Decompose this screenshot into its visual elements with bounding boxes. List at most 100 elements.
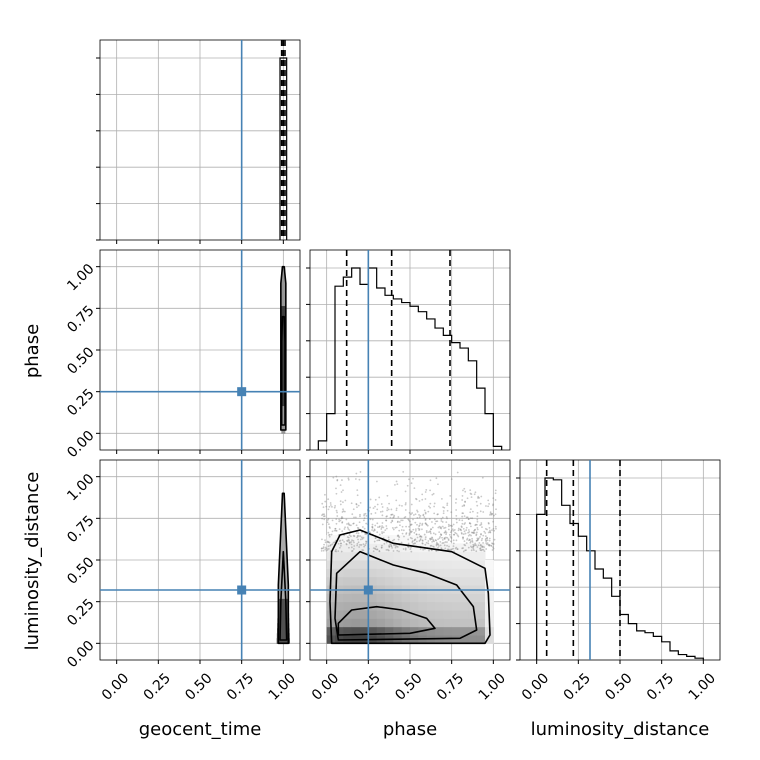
scatter-point (335, 492, 338, 495)
scatter-point (421, 539, 424, 542)
scatter-point (461, 505, 464, 507)
x-tick-label: 0.25 (561, 670, 594, 703)
density-cell (281, 266, 286, 273)
density-cell (476, 626, 486, 636)
scatter-point (424, 518, 427, 520)
scatter-point (336, 479, 339, 481)
contour-outer (329, 529, 491, 645)
scatter-point (433, 518, 436, 521)
scatter-point (421, 528, 423, 531)
scatter-point (381, 506, 384, 508)
scatter-point (328, 526, 331, 528)
scatter-point (401, 504, 403, 507)
density-cell (468, 560, 478, 569)
scatter-point (492, 497, 495, 500)
scatter-point (480, 539, 483, 542)
scatter-point (352, 539, 355, 542)
scatter-point (449, 531, 452, 534)
scatter-point (357, 534, 359, 537)
scatter-point (389, 516, 392, 519)
scatter-point (490, 513, 493, 515)
scatter-point (373, 528, 376, 531)
scatter-point (464, 532, 467, 535)
scatter-point (360, 536, 363, 539)
scatter-point (431, 493, 434, 496)
density-cell (281, 322, 286, 329)
scatter-point (495, 508, 497, 511)
scatter-point (427, 510, 430, 513)
scatter-point (461, 519, 464, 522)
scatter-point (411, 530, 413, 533)
scatter-point (412, 542, 415, 545)
density-cell (281, 327, 286, 334)
scatter-point (476, 515, 479, 518)
density-cell (401, 560, 411, 569)
scatter-point (437, 513, 439, 516)
scatter-point (348, 546, 350, 549)
density-cell (401, 543, 411, 553)
scatter-point (399, 524, 401, 527)
scatter-point (420, 536, 423, 538)
y-tick-label: 0.50 (64, 554, 97, 587)
scatter-point (341, 521, 344, 524)
scatter-point (437, 526, 440, 529)
scatter-point (487, 505, 490, 508)
density-cell (435, 601, 444, 611)
scatter-point (342, 510, 345, 512)
density-cell (343, 593, 353, 603)
density-cell (368, 560, 378, 569)
scatter-point (327, 508, 330, 511)
scatter-point (359, 538, 362, 541)
density-cell (418, 618, 428, 628)
scatter-point (355, 472, 358, 475)
scatter-point (418, 533, 421, 536)
scatter-point (455, 509, 458, 511)
scatter-point (472, 543, 475, 546)
scatter-point (369, 531, 372, 534)
scatter-point (440, 518, 443, 520)
scatter-point (466, 516, 469, 519)
scatter-point (436, 543, 439, 545)
density-cell (385, 551, 394, 561)
scatter-point (385, 527, 388, 530)
scatter-point (462, 550, 465, 553)
scatter-point (348, 529, 351, 531)
density-cell (278, 593, 289, 599)
scatter-point (476, 539, 479, 542)
scatter-point (336, 479, 339, 482)
scatter-point (346, 523, 348, 525)
scatter-point (321, 517, 324, 520)
density-cell (418, 560, 428, 569)
scatter-point (391, 520, 394, 523)
density-cell (451, 610, 461, 619)
scatter-point (372, 530, 375, 532)
scatter-point (398, 504, 401, 507)
scatter-point (453, 528, 456, 531)
density-cell (393, 618, 403, 628)
scatter-point (328, 541, 331, 544)
density-cell (476, 601, 486, 611)
scatter-point (478, 541, 481, 544)
density-cell (443, 560, 453, 569)
x-tick-label: 1.00 (476, 670, 509, 703)
density-cell (468, 576, 478, 586)
density-cell (360, 551, 369, 561)
scatter-point (403, 516, 406, 519)
scatter-point (424, 538, 427, 541)
density-cell (460, 635, 469, 644)
scatter-point (488, 543, 491, 546)
scatter-point (335, 529, 338, 532)
scatter-point (436, 520, 439, 523)
scatter-point (492, 503, 495, 506)
scatter-point (356, 526, 359, 529)
scatter-point (421, 539, 424, 542)
scatter-point (473, 493, 476, 496)
scatter-point (443, 506, 446, 509)
scatter-point (356, 494, 359, 497)
scatter-point (420, 535, 422, 538)
scatter-point (449, 540, 452, 543)
scatter-point (468, 522, 471, 524)
scatter-point (394, 544, 397, 547)
scatter-point (428, 518, 431, 521)
density-cell (443, 635, 453, 644)
